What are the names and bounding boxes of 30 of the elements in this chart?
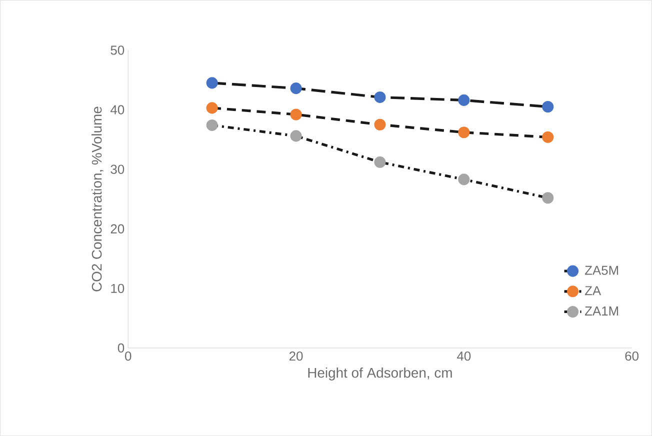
point	[458, 174, 470, 186]
x-tick-label: 20	[289, 351, 303, 361]
point	[290, 130, 302, 142]
y-axis-title: CO2 Concentration, %Volume	[91, 106, 104, 292]
point	[290, 82, 302, 94]
point	[374, 156, 386, 168]
x-tick-label: 60	[625, 351, 639, 361]
point	[458, 126, 470, 138]
y-tick-label: 0	[118, 343, 124, 352]
y-tick-label: 50	[110, 46, 124, 55]
y-tick-label: 10	[111, 284, 124, 293]
point	[374, 91, 386, 103]
legend-label: ZA1M	[584, 306, 618, 316]
point	[206, 119, 218, 131]
point	[458, 94, 470, 106]
point	[206, 102, 218, 114]
point	[290, 108, 302, 120]
x-tick-label: 0	[125, 351, 132, 361]
legend-label: ZA	[584, 286, 602, 296]
x-tick-label: 40	[457, 351, 471, 361]
legend-label: ZA5M	[584, 266, 618, 275]
point	[542, 100, 554, 112]
x-axis-title: Height of Adsorben, cm	[308, 367, 452, 380]
y-tick-label: 30	[110, 164, 124, 174]
point	[542, 131, 554, 143]
point	[542, 192, 554, 204]
y-tick-label: 20	[110, 224, 124, 234]
point	[206, 77, 218, 89]
y-tick-label: 40	[110, 105, 124, 114]
point	[374, 118, 386, 130]
